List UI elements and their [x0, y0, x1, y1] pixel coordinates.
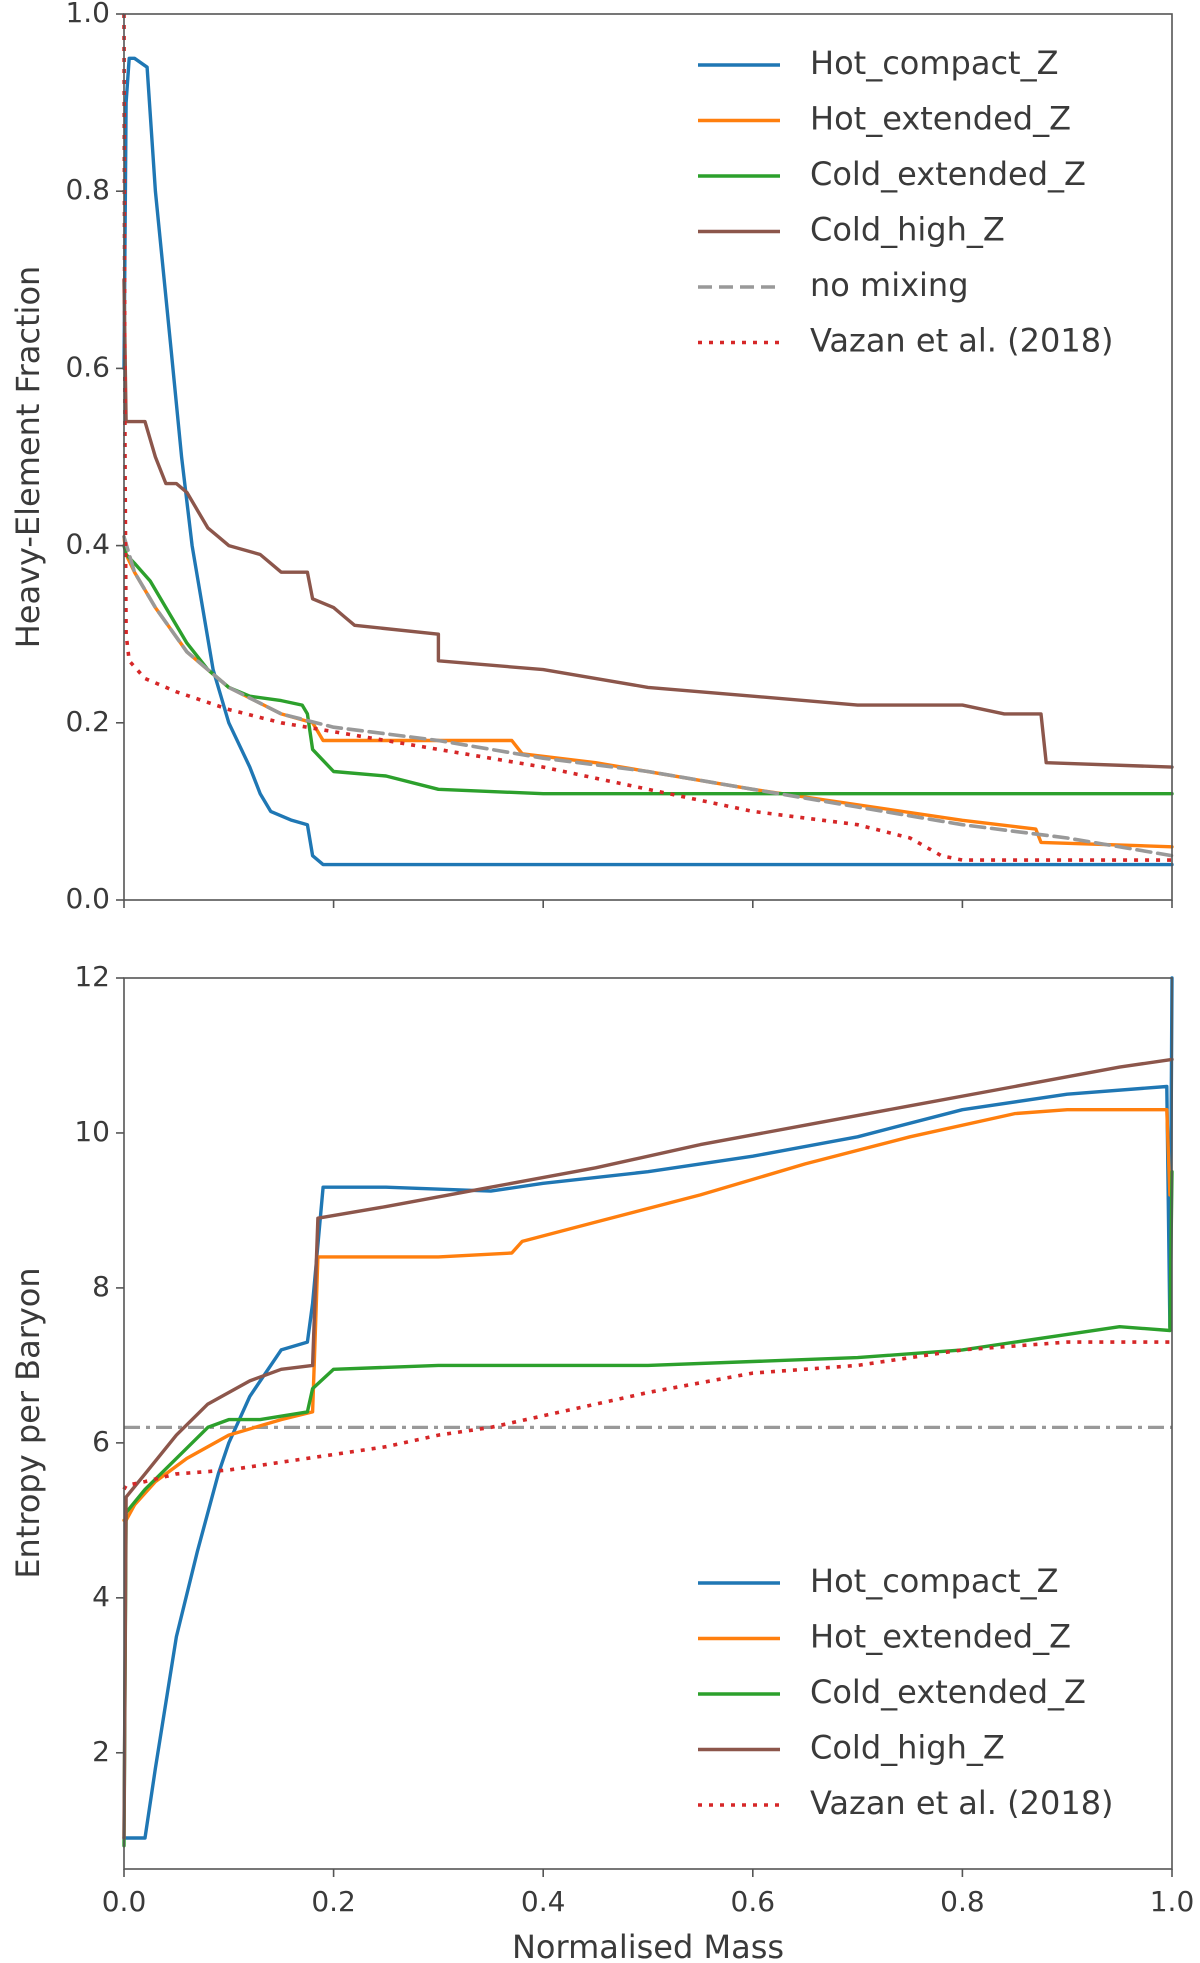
bottom-y-tick-label: 2 [92, 1735, 110, 1768]
top-legend-label-vazan-et-al-2018: Vazan et al. (2018) [810, 322, 1114, 360]
bottom-y-tick-label: 10 [74, 1115, 110, 1148]
top-legend-label-cold-extended-z: Cold_extended_Z [810, 155, 1086, 193]
bottom-y-tick-label: 6 [92, 1425, 110, 1458]
top-legend-label-hot-extended-z: Hot_extended_Z [810, 100, 1071, 138]
top-panel-frame [123, 13, 1173, 901]
top-y-tick-label: 0.4 [65, 528, 110, 561]
top-series-hot-compact-z [122, 56, 1174, 867]
bottom-legend-label-cold-high-z: Cold_high_Z [810, 1729, 1005, 1767]
top-series-hot-extended-z [122, 535, 1174, 849]
bottom-legend: Hot_compact_Z Hot_extended_Z Cold_extended… [698, 1562, 1114, 1822]
bottom-y-tick-label: 8 [92, 1270, 110, 1303]
bottom-x-tick-label: 0.8 [940, 1885, 985, 1918]
bottom-series-cold-high-z [122, 1057, 1174, 1840]
bottom-panel-plot-marks [122, 976, 1174, 1848]
top-legend-label-cold-high-z: Cold_high_Z [810, 211, 1005, 249]
bottom-y-tick-label: 12 [74, 960, 110, 993]
bottom-legend-label-hot-extended-z: Hot_extended_Z [810, 1618, 1071, 1656]
top-series-no-mixing [122, 534, 1174, 858]
top-series-cold-high-z [122, 278, 1174, 769]
top-y-tick-label: 0.8 [65, 173, 110, 206]
bottom-x-tick-label: 0.6 [731, 1885, 776, 1918]
bottom-series-vazan-et-al-2018 [122, 1340, 1172, 1491]
top-y-tick-label: 1.0 [65, 0, 110, 29]
bottom-ylabel: Entropy per Baryon [9, 1267, 47, 1578]
top-y-tick-label: 0.2 [65, 705, 110, 738]
bottom-panel-axes: 0.0 0.2 0.4 0.6 0.8 1.0 2 4 6 8 10 12 [74, 960, 1194, 1918]
bottom-x-tick-label: 0.0 [102, 1885, 147, 1918]
bottom-xlabel: Normalised Mass [512, 1928, 784, 1963]
bottom-legend-label-vazan-et-al-2018: Vazan et al. (2018) [810, 1784, 1114, 1822]
top-legend: Hot_compact_Z Hot_extended_Z Cold_extended… [698, 44, 1114, 360]
bottom-panel-entropy-per-baryon: 0.0 0.2 0.4 0.6 0.8 1.0 2 4 6 8 10 12 Entropy per B… [9, 960, 1194, 1963]
bottom-series-hot-extended-z [122, 1107, 1172, 1523]
top-series-vazan-et-al-2018 [122, 13, 1172, 862]
bottom-panel-frame [123, 977, 1173, 1870]
top-panel-heavy-element-fraction: 0.0 0.2 0.4 0.6 0.8 1.0 Heavy-Element Fractio… [9, 0, 1174, 915]
top-panel-plot-marks [122, 13, 1174, 867]
top-legend-label-hot-compact-z: Hot_compact_Z [810, 44, 1059, 82]
top-panel-axes: 0.0 0.2 0.4 0.6 0.8 1.0 [65, 0, 1173, 915]
bottom-x-tick-label: 1.0 [1150, 1885, 1195, 1918]
top-y-tick-label: 0.6 [65, 350, 110, 383]
top-ylabel: Heavy-Element Fraction [9, 266, 47, 649]
bottom-legend-label-hot-compact-z: Hot_compact_Z [810, 1562, 1059, 1600]
top-series-cold-extended-z [122, 543, 1174, 796]
bottom-legend-label-cold-extended-z: Cold_extended_Z [810, 1673, 1086, 1711]
top-y-tick-label: 0.0 [65, 882, 110, 915]
bottom-x-tick-label: 0.4 [521, 1885, 566, 1918]
top-legend-label-no-mixing: no mixing [810, 266, 969, 304]
bottom-series-cold-extended-z [122, 1169, 1174, 1848]
bottom-x-tick-label: 0.2 [311, 1885, 356, 1918]
bottom-y-tick-label: 4 [92, 1580, 110, 1613]
